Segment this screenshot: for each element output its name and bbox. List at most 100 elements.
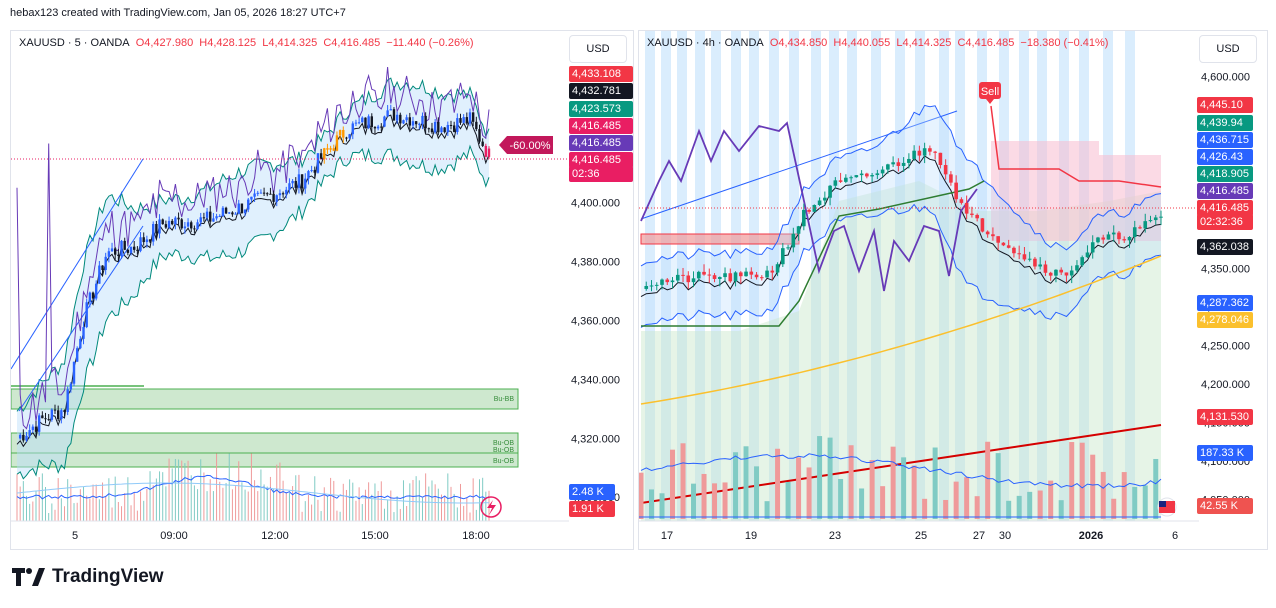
- price-tag: 4,278.046: [1197, 312, 1253, 328]
- candle-body: [364, 117, 367, 128]
- percent-label: -60.00%: [510, 140, 551, 152]
- candle-body: [1148, 220, 1153, 222]
- candle-body: [660, 279, 664, 285]
- candle-body: [209, 211, 212, 222]
- candle-body: [345, 137, 348, 139]
- volume-bar: [1090, 454, 1096, 519]
- chart-panel-5m[interactable]: Bu-BB Bu-OB Bu-OB Bu-OB -60.00% 4,400.000 4,38…: [10, 30, 634, 550]
- candle-body: [82, 327, 85, 339]
- candle-body: [765, 270, 769, 278]
- time-tick: 18:00: [462, 530, 490, 542]
- volume-bar: [1048, 480, 1054, 519]
- candle-body: [985, 231, 990, 235]
- candle-body: [802, 209, 806, 227]
- zone-bu-bb: [11, 388, 519, 410]
- candle-body: [781, 248, 785, 265]
- volume-ma: [16, 474, 490, 500]
- time-tick: 25: [915, 530, 927, 542]
- candle-body: [1153, 217, 1158, 221]
- candle-body: [94, 283, 98, 299]
- candle-body: [854, 175, 859, 178]
- candle-body: [300, 174, 304, 189]
- percent-label-bg: [499, 136, 553, 154]
- candle-body: [1054, 269, 1058, 276]
- price-tick: 4,200.000: [1201, 379, 1250, 391]
- time-tick: 27: [973, 530, 985, 542]
- close-value: C4,416.485: [323, 37, 381, 49]
- candle-body: [247, 199, 250, 210]
- candle-body: [1143, 221, 1148, 229]
- candle-body: [665, 279, 670, 283]
- candle-body: [954, 182, 958, 200]
- candle-body: [875, 173, 880, 176]
- currency-button[interactable]: USD: [569, 35, 627, 63]
- candle-body: [228, 212, 231, 214]
- session-band: [1059, 31, 1069, 521]
- candle-body: [47, 419, 50, 421]
- zone-label: Bu-BB: [494, 396, 515, 403]
- bollinger-upper: [640, 104, 1162, 267]
- session-band: [829, 31, 839, 521]
- candle-body: [380, 126, 383, 128]
- session-band: [811, 31, 821, 521]
- candle-body: [373, 127, 377, 129]
- lightning-icon: [480, 496, 502, 518]
- volume-bar: [869, 460, 875, 519]
- candle-body: [452, 125, 456, 132]
- candle-body: [56, 410, 60, 420]
- volume-bar: [743, 446, 749, 519]
- session-band: [1125, 31, 1135, 521]
- price-chart-5m[interactable]: Bu-BBBu-OBBu-OBBu-OB-60.00%4,400.0004,38…: [11, 31, 633, 549]
- zone-label: Bu-OB: [493, 458, 514, 465]
- volume-bar: [859, 488, 865, 519]
- volume-bar: [1069, 442, 1075, 519]
- high-value: H4,428.125: [199, 37, 257, 49]
- candle-body: [1106, 234, 1111, 240]
- zone-label: Bu-OB: [493, 447, 514, 454]
- candle-body: [738, 272, 743, 277]
- session-band: [915, 31, 925, 521]
- tradingview-logo[interactable]: TradingView: [12, 566, 164, 588]
- candle-body: [190, 222, 193, 229]
- price-chart-4h[interactable]: Sell4,600.0004,350.0004,300.0004,250.000…: [639, 31, 1267, 549]
- candle-body: [959, 199, 964, 203]
- candle-body: [938, 152, 943, 166]
- candle-body: [681, 274, 685, 276]
- volume-bar: [1079, 442, 1085, 519]
- price-tick: 4,320.000: [571, 433, 620, 445]
- candle-body: [319, 153, 323, 160]
- brand-name: TradingView: [52, 566, 164, 587]
- volume-bar: [985, 441, 991, 519]
- candle-body: [1117, 232, 1121, 240]
- candle-body: [34, 426, 38, 432]
- session-band: [999, 31, 1009, 521]
- candle-body: [427, 128, 431, 130]
- candle-body: [465, 117, 469, 124]
- chart-panel-4h[interactable]: Sell4,600.0004,350.0004,300.0004,250.000…: [638, 30, 1268, 550]
- candle-body: [675, 274, 680, 281]
- candle-body: [775, 264, 780, 273]
- price-tag: 2.48 K: [569, 484, 615, 500]
- candle-body: [817, 200, 822, 205]
- candle-body: [278, 193, 282, 196]
- candle-body: [348, 134, 351, 139]
- candle-body: [443, 127, 446, 133]
- candle-body: [18, 434, 22, 439]
- candle-body: [269, 193, 272, 195]
- candle-body: [402, 120, 405, 124]
- candle-body: [376, 126, 380, 129]
- candle-body: [644, 286, 649, 289]
- candle-body: [272, 193, 275, 202]
- candle-body: [281, 193, 285, 195]
- volume-bar: [659, 493, 665, 519]
- candle-body: [405, 117, 408, 121]
- candle-body: [1059, 269, 1064, 273]
- currency-button[interactable]: USD: [1199, 35, 1257, 63]
- price-tick: 4,340.000: [571, 374, 620, 386]
- candle-body: [237, 203, 240, 214]
- candle-body: [744, 271, 748, 277]
- volume-bar: [901, 457, 907, 519]
- session-band: [955, 31, 965, 521]
- candle-body: [1127, 237, 1132, 241]
- candle-body: [1043, 264, 1048, 273]
